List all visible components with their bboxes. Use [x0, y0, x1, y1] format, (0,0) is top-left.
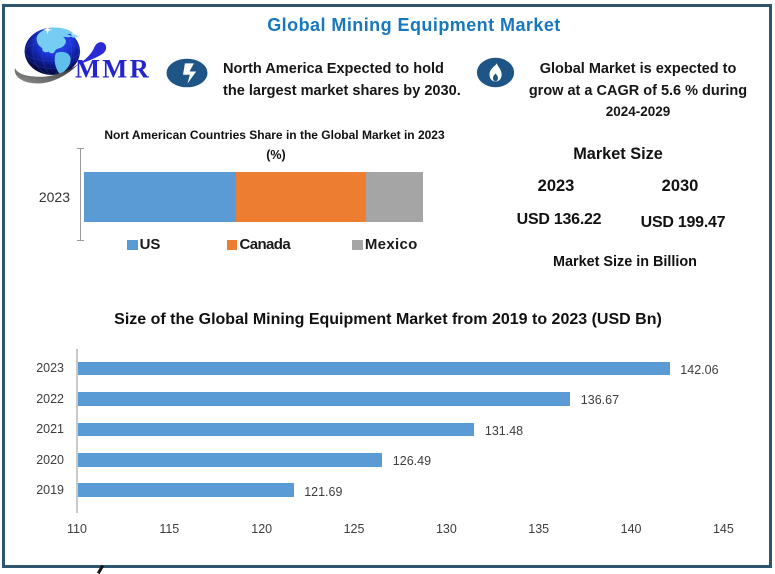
- svg-text:MMR: MMR: [75, 54, 151, 84]
